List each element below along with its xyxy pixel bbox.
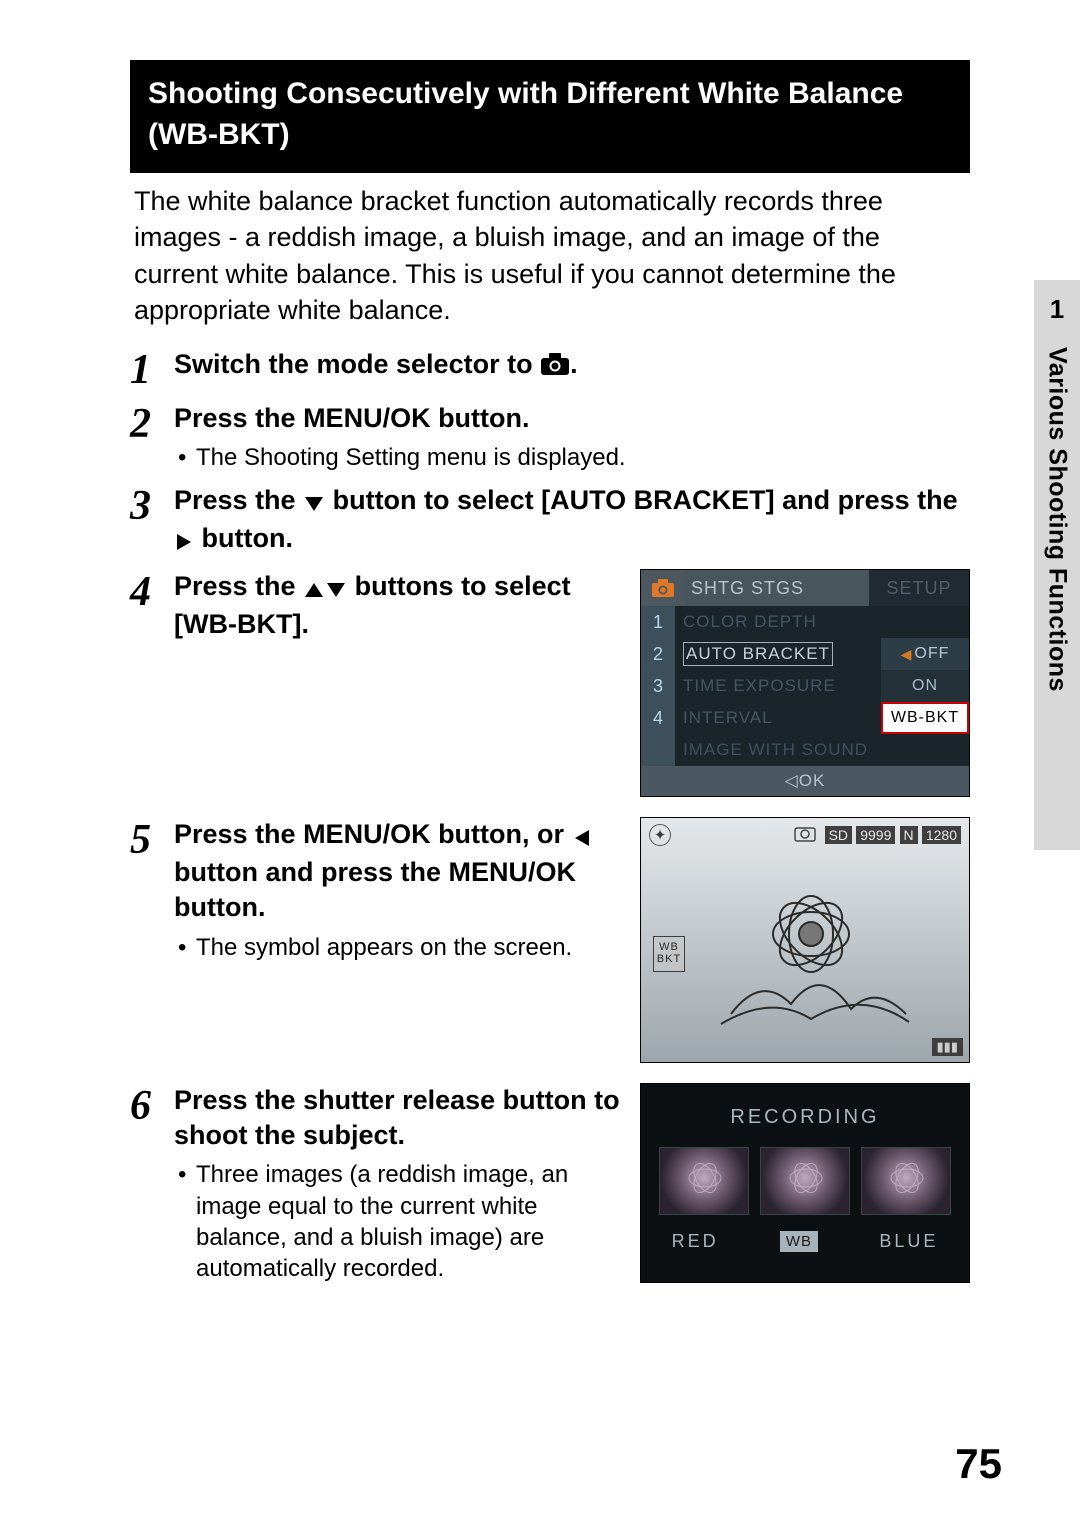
chapter-title: Various Shooting Functions: [1043, 347, 1072, 692]
step-1-text-a: Switch the mode selector to: [174, 349, 540, 379]
chapter-number: 1: [1050, 294, 1064, 325]
step-4: 4 Press the buttons to select [WB-BKT].: [130, 569, 622, 797]
up-down-triangles-icon: [303, 572, 347, 607]
thumb-blue: [861, 1147, 951, 1215]
step-3-text-c: button.: [202, 523, 293, 553]
step-5: 5 Press the MENU/OK button, or button an…: [130, 817, 622, 1063]
step-2-number: 2: [130, 401, 174, 445]
step-2-bullet: The Shooting Setting menu is displayed.: [174, 436, 970, 473]
camera-tab-icon: [641, 570, 685, 606]
step-6-bullet: Three images (a reddish image, an image …: [174, 1153, 622, 1284]
battery-icon: ▮▮▮: [932, 1038, 963, 1056]
menu-row-interval: INTERVAL: [675, 702, 881, 734]
step-4-text-a: Press the: [174, 571, 303, 601]
recording-screenshot: RECORDING RED WB: [640, 1083, 970, 1283]
flash-icon: ✦: [649, 824, 671, 846]
menu-opt-on: ON: [881, 670, 969, 702]
menu-num-3: 3: [641, 670, 675, 702]
menu-num-1: 1: [641, 606, 675, 638]
size-badge-n: N: [900, 826, 918, 844]
right-triangle-icon: [174, 524, 194, 559]
step-3: 3 Press the button to select [AUTO BRACK…: [130, 483, 970, 559]
step-6-number: 6: [130, 1083, 174, 1127]
step-1-number: 1: [130, 347, 174, 391]
left-triangle-icon: [572, 820, 592, 855]
step-6: 6 Press the shutter release button to sh…: [130, 1083, 622, 1284]
sd-badge: SD: [825, 826, 852, 844]
step-3-text-a: Press the: [174, 485, 303, 515]
menu-row-color-depth: COLOR DEPTH: [675, 606, 881, 638]
flower-illustration: [711, 864, 911, 1034]
step-2: 2 Press the MENU/OK button. The Shooting…: [130, 401, 970, 473]
label-wb: WB: [780, 1231, 818, 1252]
menu-screenshot: SHTG STGS SETUP 1 2 3 4 COLOR DEPTH: [640, 569, 970, 797]
chapter-side-tab: 1 Various Shooting Functions: [1034, 280, 1080, 850]
menu-opt-wbbkt: WB-BKT: [881, 702, 969, 734]
menu-tab-setup: SETUP: [869, 570, 969, 606]
step-4-number: 4: [130, 569, 174, 613]
label-blue: BLUE: [879, 1231, 938, 1252]
camera-icon: [540, 350, 570, 385]
label-red: RED: [672, 1231, 719, 1252]
menu-row-time-exposure: TIME EXPOSURE: [675, 670, 881, 702]
step-1-text-b: .: [570, 349, 578, 379]
step-5-bullet: The symbol appears on the screen.: [174, 926, 622, 963]
menu-row-image-sound: IMAGE WITH SOUND: [675, 734, 881, 766]
down-triangle-icon: [303, 486, 325, 521]
camera-mode-icon: [794, 824, 816, 846]
thumb-red: [659, 1147, 749, 1215]
menu-footer: ◁ OK: [641, 766, 969, 796]
step-5-text-b: button and press the MENU/OK button.: [174, 857, 576, 922]
step-3-text-b: button to select [AUTO BRACKET] and pres…: [333, 485, 958, 515]
step-6-title: Press the shutter release button to shoo…: [174, 1083, 622, 1153]
menu-num-4: 4: [641, 702, 675, 734]
section-title: Shooting Consecutively with Different Wh…: [130, 60, 970, 173]
step-2-title: Press the MENU/OK button.: [174, 401, 970, 436]
step-5-number: 5: [130, 817, 174, 861]
menu-row-auto-bracket: AUTO BRACKET: [675, 638, 881, 670]
size-badge: 1280: [922, 826, 961, 844]
recording-title: RECORDING: [641, 1084, 969, 1129]
step-1: 1 Switch the mode selector to .: [130, 347, 970, 391]
shots-remaining: 9999: [856, 826, 895, 844]
menu-num-2: 2: [641, 638, 675, 670]
menu-opt-off: ◀OFF: [881, 638, 969, 670]
page-number: 75: [955, 1440, 1002, 1488]
preview-screenshot: ✦ SD 9999 N 1280: [640, 817, 970, 1063]
step-5-text-a: Press the MENU/OK button, or: [174, 819, 572, 849]
step-3-number: 3: [130, 483, 174, 527]
wb-bkt-indicator-icon: WB BKT: [653, 936, 685, 972]
menu-tab-shtg: SHTG STGS: [685, 578, 869, 599]
intro-text: The white balance bracket function autom…: [130, 173, 970, 347]
thumb-wb: [760, 1147, 850, 1215]
